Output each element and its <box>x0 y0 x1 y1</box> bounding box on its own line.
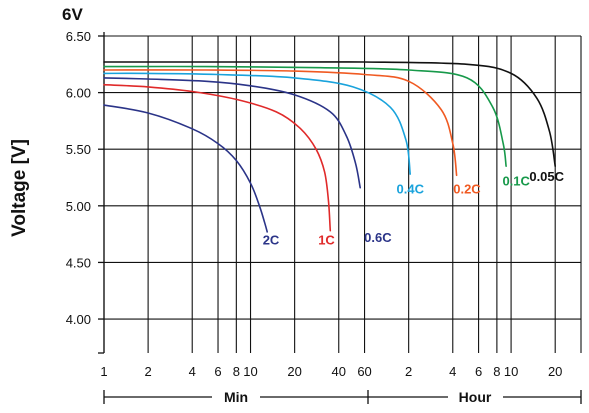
series-line-0_6C <box>103 77 361 189</box>
x-tick-label-9: 2 <box>405 364 412 379</box>
hour-scale-label: Hour <box>459 389 492 405</box>
x-tick-label-4: 8 <box>233 364 240 379</box>
x-tick-label-13: 10 <box>504 364 518 379</box>
time-scale-bar: Min Hour <box>103 389 582 405</box>
x-tick-label-3: 6 <box>214 364 221 379</box>
series-line-1C <box>103 83 332 232</box>
curve-label-0_2C: 0.2C <box>453 181 481 196</box>
chart-axes: 6.506.005.505.004.504.001 2 4 6 8 10 20 40 60 2 4 6… <box>66 29 563 379</box>
series-line-2C <box>103 104 268 233</box>
y-tick-label-3: 5.00 <box>66 199 91 214</box>
y-tick-label-2: 5.50 <box>66 142 91 157</box>
y-tick-label-5: 4.00 <box>66 312 91 327</box>
x-tick-label-1: 2 <box>144 364 151 379</box>
curve-label-0_05C: 0.05C <box>529 169 564 184</box>
series-line-0_4C <box>103 72 411 175</box>
x-tick-label-14: 20 <box>548 364 562 379</box>
min-scale-label: Min <box>224 389 248 405</box>
x-tick-label-5: 10 <box>243 364 257 379</box>
curve-label-0_6C: 0.6C <box>364 230 392 245</box>
curve-label-2C: 2C <box>263 232 280 247</box>
x-tick-label-2: 4 <box>189 364 196 379</box>
curve-label-1C: 1C <box>318 232 335 247</box>
y-tick-label-0: 6.50 <box>66 29 91 44</box>
curve-label-0_1C: 0.1C <box>502 173 530 188</box>
x-tick-label-10: 4 <box>449 364 456 379</box>
series-line-0_05C <box>103 61 556 167</box>
series-line-0_2C <box>103 69 458 177</box>
series-line-0_1C <box>103 65 507 167</box>
y-tick-label-4: 4.50 <box>66 255 91 270</box>
unit-label: 6V <box>62 5 83 24</box>
x-tick-label-8: 60 <box>357 364 371 379</box>
x-tick-label-12: 8 <box>493 364 500 379</box>
x-tick-label-0: 1 <box>100 364 107 379</box>
x-tick-label-6: 20 <box>287 364 301 379</box>
x-tick-label-7: 40 <box>332 364 346 379</box>
curve-label-0_4C: 0.4C <box>397 181 425 196</box>
chart-series <box>103 61 556 233</box>
y-tick-label-1: 6.00 <box>66 86 91 101</box>
chart-grid <box>103 35 582 353</box>
x-tick-label-11: 6 <box>475 364 482 379</box>
curve-labels: 2C 1C 0.6C 0.4C 0.2C 0.1C 0.05C <box>263 169 565 247</box>
y-axis-title: Voltage [V] <box>9 139 30 237</box>
